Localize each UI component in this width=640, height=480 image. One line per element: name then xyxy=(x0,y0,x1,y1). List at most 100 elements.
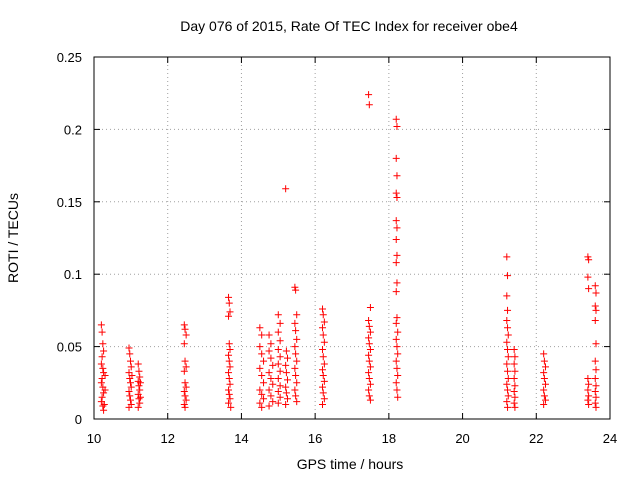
data-point xyxy=(136,393,144,401)
data-point xyxy=(101,386,109,394)
data-point xyxy=(319,353,327,361)
data-point xyxy=(584,253,592,261)
data-point xyxy=(393,172,401,180)
data-point xyxy=(365,357,373,365)
data-point xyxy=(182,363,190,371)
data-point xyxy=(134,403,142,411)
data-point xyxy=(393,343,401,351)
data-point xyxy=(291,343,299,351)
data-point xyxy=(319,383,327,391)
data-point xyxy=(510,345,518,353)
plot-frame xyxy=(93,56,611,420)
data-point xyxy=(592,366,600,374)
data-point xyxy=(393,314,401,322)
data-point xyxy=(292,286,300,294)
y-axis-title: ROTI / TECUs xyxy=(5,193,21,283)
data-point xyxy=(126,379,134,387)
grid-layer xyxy=(94,57,610,419)
data-point xyxy=(511,403,519,411)
x-tick-label: 14 xyxy=(234,431,248,446)
data-point xyxy=(126,357,134,365)
data-point xyxy=(319,331,327,339)
data-point xyxy=(284,395,291,403)
data-point xyxy=(260,395,268,403)
data-point xyxy=(540,401,548,409)
x-axis-tick-labels: 10 12 14 16 18 20 22 24 xyxy=(87,431,617,446)
data-point xyxy=(392,335,400,343)
data-point xyxy=(180,401,188,409)
data-point xyxy=(503,360,511,368)
data-point xyxy=(504,345,512,353)
data-point xyxy=(591,399,599,407)
data-point xyxy=(225,390,233,398)
data-point xyxy=(269,398,277,406)
data-point xyxy=(128,372,136,380)
data-point xyxy=(393,224,401,232)
x-tick-label: 10 xyxy=(87,431,101,446)
data-point xyxy=(392,154,400,162)
data-point xyxy=(392,288,400,296)
data-point xyxy=(225,374,233,382)
data-point xyxy=(98,374,106,382)
data-point xyxy=(503,380,511,388)
data-point xyxy=(180,367,188,375)
data-point xyxy=(98,328,106,336)
data-point xyxy=(97,379,105,387)
data-point xyxy=(276,382,284,390)
data-point xyxy=(276,393,284,401)
data-point xyxy=(282,389,290,397)
data-point xyxy=(319,305,327,313)
data-point xyxy=(393,364,401,372)
data-point xyxy=(392,189,400,197)
data-point xyxy=(125,344,133,352)
data-point xyxy=(366,363,374,371)
data-point xyxy=(269,361,277,369)
data-point xyxy=(136,379,144,387)
data-point xyxy=(267,340,275,348)
data-point xyxy=(592,306,600,314)
data-point xyxy=(265,347,273,355)
data-point xyxy=(320,360,328,368)
data-point xyxy=(282,369,290,377)
data-point xyxy=(585,285,593,293)
data-point xyxy=(293,311,301,319)
data-point xyxy=(592,382,600,390)
data-point xyxy=(319,389,327,397)
data-point xyxy=(99,364,107,372)
data-point xyxy=(292,350,300,358)
y-tick-label: 0.25 xyxy=(57,50,82,65)
data-point xyxy=(540,369,548,377)
data-point xyxy=(125,403,133,411)
data-point xyxy=(284,376,291,384)
data-point xyxy=(256,343,264,351)
data-point xyxy=(267,374,275,382)
data-point xyxy=(291,386,299,394)
data-points xyxy=(97,91,600,414)
data-point xyxy=(225,293,233,301)
data-point xyxy=(98,393,106,401)
data-point xyxy=(225,369,233,377)
data-point xyxy=(282,347,290,355)
data-point xyxy=(591,357,599,365)
axis-ticks xyxy=(93,56,611,420)
data-point xyxy=(258,350,266,358)
data-point xyxy=(365,340,373,348)
data-point xyxy=(97,321,105,329)
data-point xyxy=(181,357,189,365)
y-tick-label: 0 xyxy=(75,412,82,427)
data-point xyxy=(182,396,190,404)
data-point xyxy=(226,308,234,316)
data-point xyxy=(135,395,143,403)
data-point xyxy=(591,302,599,310)
data-point xyxy=(504,353,512,361)
data-point xyxy=(319,372,327,380)
data-point xyxy=(225,351,233,359)
data-point xyxy=(504,331,512,339)
data-point xyxy=(227,403,235,411)
data-point xyxy=(282,401,290,409)
data-point xyxy=(540,374,548,382)
data-point xyxy=(226,380,234,388)
data-point xyxy=(256,386,264,394)
data-point xyxy=(292,372,300,380)
data-point xyxy=(503,398,511,406)
